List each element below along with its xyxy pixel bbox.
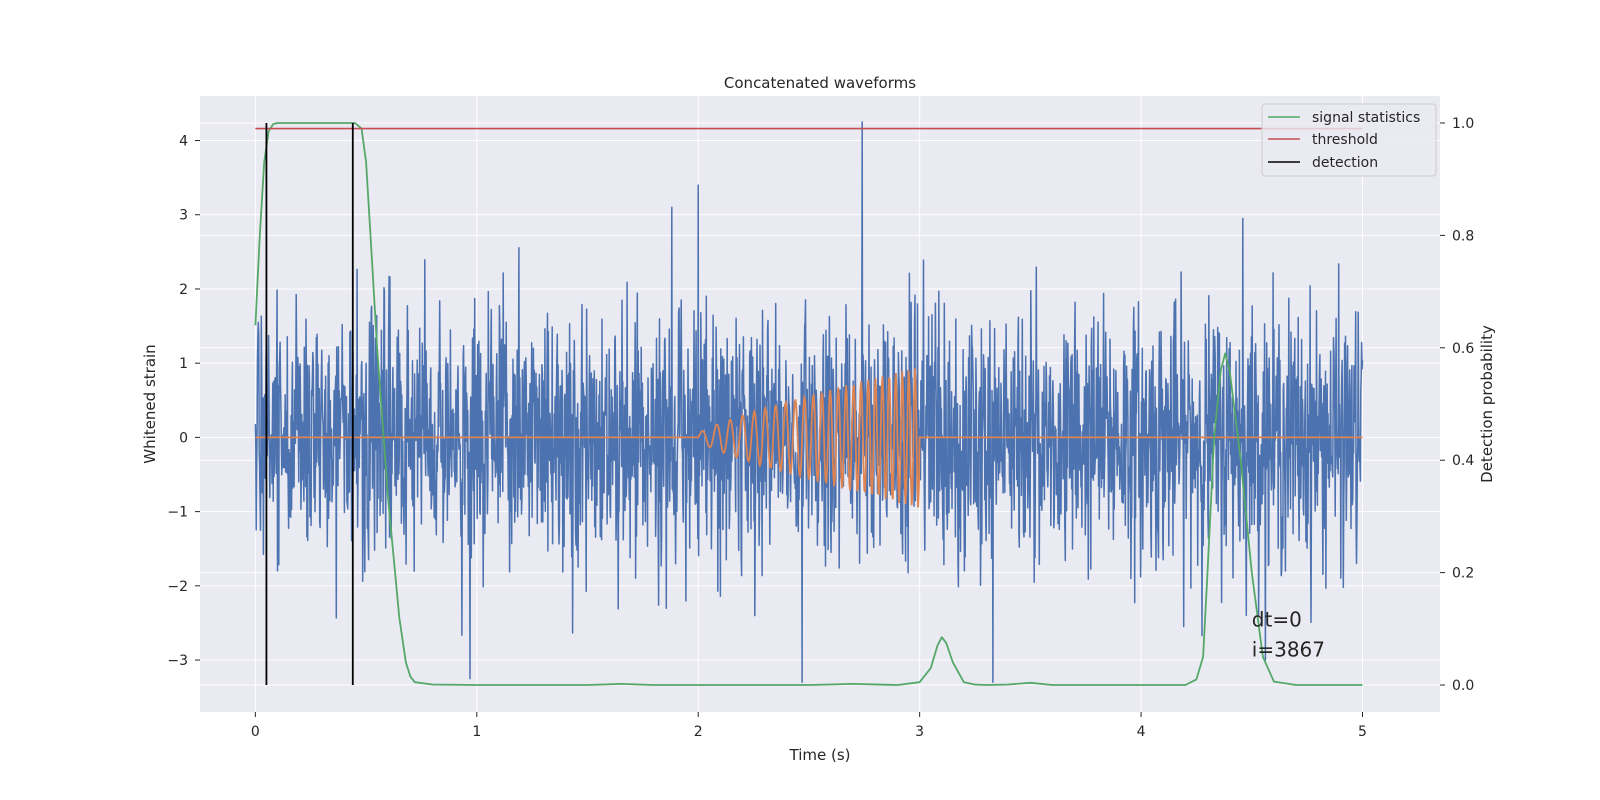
y-tick-label-5: 2 <box>179 282 188 298</box>
x-tick-label-2: 2 <box>694 724 703 740</box>
axis-ticks: 0 1 2 3 4 5 −3 −2 −1 0 1 2 3 4 0.0 0.2 0.4 0.6 0.8 1.0 <box>167 116 1474 740</box>
y-tick-label-2: −1 <box>167 505 188 521</box>
legend-box <box>1261 103 1437 177</box>
legend-label-statistics: signal statistics <box>1312 110 1420 126</box>
annotation-index: i=3867 <box>1252 637 1325 661</box>
injection-series <box>255 368 1363 508</box>
y-tick-label-6: 3 <box>179 208 188 224</box>
y2-tick-label-3: 0.6 <box>1452 341 1474 357</box>
y2-tick-label-1: 0.2 <box>1452 566 1474 582</box>
y-tick-label-4: 1 <box>179 356 188 372</box>
y2-axis-label: Detection probability <box>1478 325 1496 483</box>
strain-series <box>254 121 1364 684</box>
x-tick-label-5: 5 <box>1358 724 1367 740</box>
x-tick-label-0: 0 <box>251 724 260 740</box>
y-tick-label-1: −2 <box>167 579 188 595</box>
statistics-line <box>254 122 1363 686</box>
y2-tick-label-4: 0.8 <box>1452 228 1474 244</box>
y-tick-label-3: 0 <box>179 430 188 446</box>
x-axis-label: Time (s) <box>789 746 851 764</box>
chart-title: Concatenated waveforms <box>724 74 916 92</box>
legend-label-detection: detection <box>1312 155 1378 171</box>
y2-tick-label-0: 0.0 <box>1452 678 1474 694</box>
x-tick-label-3: 3 <box>915 724 924 740</box>
annotation-dt: dt=0 <box>1252 608 1302 632</box>
probability-series <box>254 122 1363 686</box>
legend: signal statistics threshold detection <box>1261 103 1437 177</box>
injection-line <box>255 368 1363 508</box>
y2-tick-label-5: 1.0 <box>1452 116 1474 132</box>
y-axis-label: Whitened strain <box>141 344 159 463</box>
y-tick-label-7: 4 <box>179 134 188 150</box>
strain-line <box>254 121 1364 684</box>
x-tick-label-1: 1 <box>472 724 481 740</box>
x-tick-label-4: 4 <box>1137 724 1146 740</box>
y-tick-label-0: −3 <box>167 653 188 669</box>
legend-label-threshold: threshold <box>1312 132 1378 148</box>
y2-tick-label-2: 0.4 <box>1452 453 1474 469</box>
